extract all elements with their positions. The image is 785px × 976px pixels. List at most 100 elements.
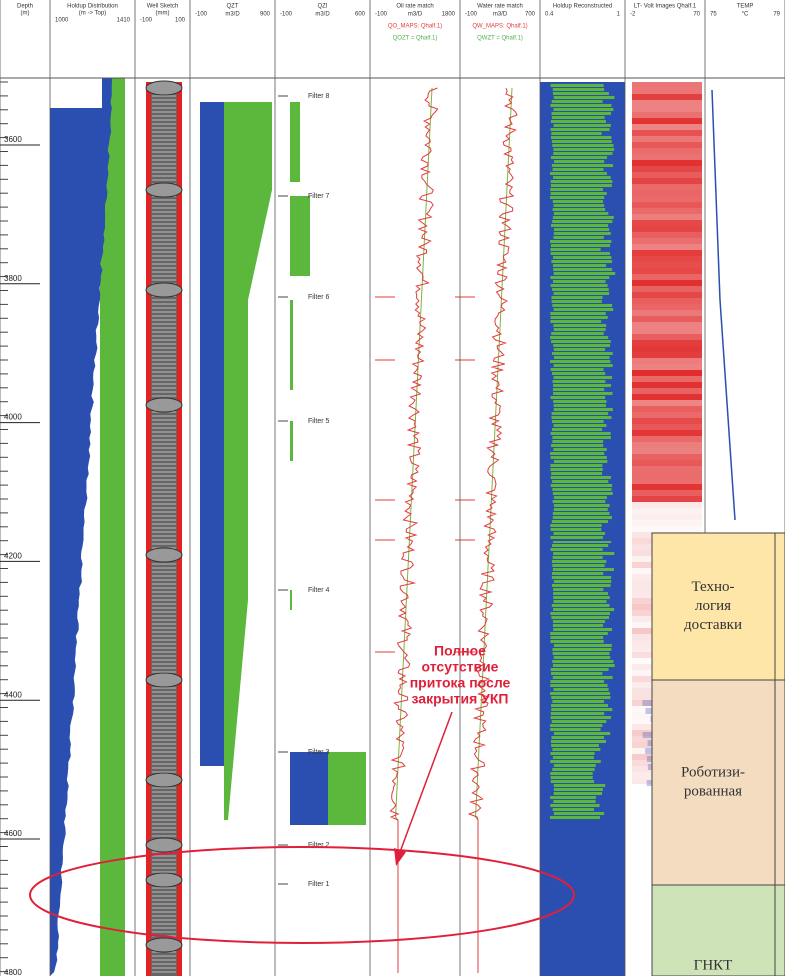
recon-green — [551, 316, 608, 319]
recon-green — [551, 712, 604, 715]
annotation: отсутствие — [422, 659, 499, 675]
well-log: Depth(m)Holdup Distribution(m -> Top)100… — [0, 0, 785, 976]
image-cell — [632, 496, 702, 502]
image-cell — [632, 472, 702, 478]
page: Depth(m)Holdup Distribution(m -> Top)100… — [0, 0, 785, 976]
image-cell — [632, 502, 702, 508]
image-cell — [632, 82, 702, 88]
recon-green — [551, 180, 613, 183]
image-cell — [632, 304, 702, 310]
image-cell — [632, 280, 702, 286]
image-cell — [632, 448, 702, 454]
image-cell — [632, 526, 702, 532]
recon-green — [552, 480, 608, 483]
recon-green — [552, 372, 605, 375]
recon-green — [551, 128, 610, 131]
recon-green — [552, 436, 610, 439]
recon-green — [552, 520, 608, 523]
recon-green — [550, 104, 611, 107]
recon-green — [551, 704, 608, 707]
image-cell — [632, 376, 702, 382]
depth-label: 4600 — [4, 829, 22, 838]
recon-green — [550, 724, 602, 727]
image-cell — [632, 520, 702, 526]
recon-green — [553, 688, 608, 691]
recon-green — [554, 160, 604, 163]
image-cell — [632, 292, 702, 298]
recon-green — [551, 296, 602, 299]
recon-green — [552, 768, 594, 771]
depth-label: 3800 — [4, 274, 22, 283]
track-legend: QWZT = Qhalf.1) — [477, 36, 523, 42]
track-scale: 0.4 — [545, 12, 554, 18]
recon-green — [550, 772, 592, 775]
recon-green — [550, 360, 610, 363]
track-scale: 1800 — [442, 12, 456, 18]
filter-label: Filter 6 — [308, 294, 330, 301]
packer — [146, 81, 182, 95]
recon-green — [551, 432, 611, 435]
recon-green — [553, 148, 614, 151]
image-cell — [632, 298, 702, 304]
image-cell — [632, 100, 702, 106]
image-cell — [632, 370, 702, 376]
recon-green — [553, 268, 612, 271]
measured-curve — [390, 88, 437, 973]
image-cell — [632, 148, 702, 154]
recon-green — [550, 276, 609, 279]
image-cell — [632, 424, 702, 430]
recon-green — [552, 352, 613, 355]
image-cell — [632, 196, 702, 202]
depth-label: 4200 — [4, 552, 22, 561]
image-cell — [632, 262, 702, 268]
recon-green — [552, 748, 600, 751]
image-cell — [632, 118, 702, 124]
recon-green — [553, 392, 612, 395]
recon-green — [551, 156, 607, 159]
track-unit: (m) — [21, 11, 30, 17]
recon-green — [554, 600, 607, 603]
image-cell — [632, 388, 702, 394]
recon-green — [553, 256, 611, 259]
track-scale: 79 — [773, 12, 780, 18]
recon-green — [551, 184, 612, 187]
recon-green — [553, 324, 606, 327]
filter-label: Filter 3 — [308, 749, 330, 756]
image-cell — [632, 178, 702, 184]
table-text: доставки — [684, 617, 742, 633]
recon-green — [554, 792, 602, 795]
filter-label: Filter 7 — [308, 193, 330, 200]
track-title: QZI — [318, 4, 328, 10]
recon-green — [551, 284, 608, 287]
recon-green — [553, 152, 612, 155]
track-scale: m3/D — [315, 12, 330, 18]
recon-green — [550, 612, 610, 615]
track-scale: -100 — [465, 12, 478, 18]
table-text: логия — [695, 598, 731, 614]
qzi-bar — [290, 300, 293, 390]
recon-green — [550, 452, 604, 455]
image-cell — [632, 460, 702, 466]
image-cell — [632, 418, 702, 424]
recon-green — [550, 196, 604, 199]
recon-green — [553, 176, 611, 179]
recon-green — [553, 552, 614, 555]
recon-green — [554, 348, 605, 351]
track-legend: QW_MAPS: Qhalf.1) — [472, 24, 527, 30]
image-cell — [632, 208, 702, 214]
recon-green — [554, 232, 611, 235]
packer — [146, 773, 182, 787]
recon-green — [553, 208, 605, 211]
recon-green — [552, 300, 602, 303]
recon-green — [554, 328, 606, 331]
track-scale: -2 — [630, 12, 636, 18]
recon-green — [552, 564, 604, 567]
image-cell — [632, 226, 702, 232]
recon-green — [553, 388, 604, 391]
packer — [146, 873, 182, 887]
recon-green — [553, 500, 606, 503]
recon-green — [553, 676, 613, 679]
recon-green — [553, 280, 606, 283]
depth-label: 3600 — [4, 135, 22, 144]
recon-green — [550, 796, 596, 799]
